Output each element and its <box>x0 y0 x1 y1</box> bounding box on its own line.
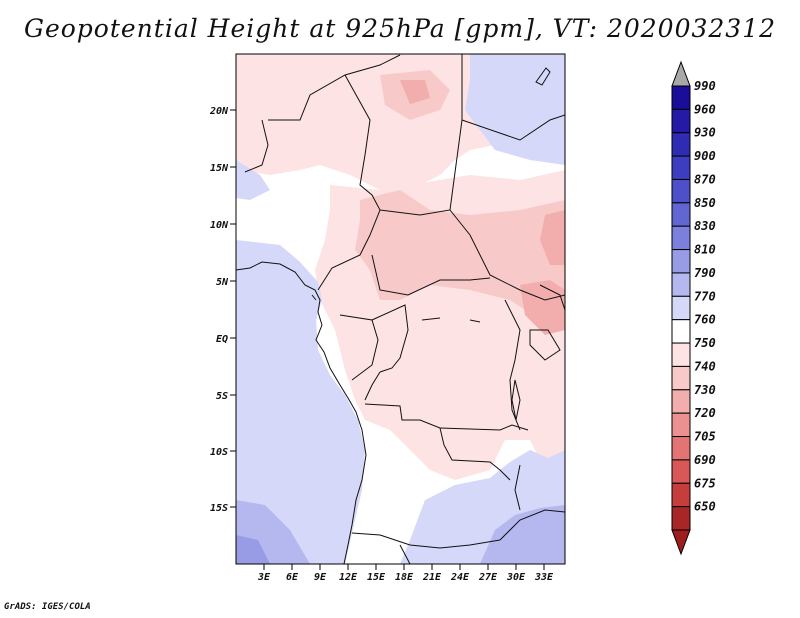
colorbar-label: 900 <box>694 149 716 163</box>
map-frame <box>235 53 566 565</box>
colorbar-label: 810 <box>694 243 716 257</box>
colorbar-label: 750 <box>694 336 716 350</box>
colorbar-swatch <box>671 412 691 438</box>
colorbar-label: 730 <box>694 383 716 397</box>
lat-label: 10S <box>210 447 228 458</box>
lon-label: 12E <box>339 572 358 583</box>
colorbar-swatch <box>671 202 691 227</box>
colorbar-swatch <box>671 506 691 531</box>
colorbar-label: 705 <box>694 430 716 444</box>
lat-label: 15S <box>210 503 228 514</box>
field-ocean-blue <box>236 240 365 564</box>
colorbar-swatch <box>671 272 691 297</box>
colorbar-label: 720 <box>694 406 716 420</box>
chart-title: Geopotential Height at 925hPa [gpm], VT:… <box>23 14 777 43</box>
field-se-blue2 <box>480 505 565 564</box>
lon-label: 30E <box>506 572 526 583</box>
colorbar-label: 960 <box>694 102 716 116</box>
field-pink-spot3 <box>400 80 430 104</box>
lon-label: 6E <box>286 572 299 583</box>
colorbar-swatch <box>671 319 691 344</box>
colorbar-swatch <box>671 482 691 508</box>
colorbar-swatch <box>671 85 691 110</box>
lat-tick-marks <box>230 109 236 508</box>
colorbar-swatch <box>671 389 691 414</box>
lon-label: 3E <box>257 572 271 583</box>
colorbar-label: 790 <box>694 266 716 280</box>
colorbar-top-arrow <box>671 60 691 87</box>
colorbar-swatch <box>671 155 691 180</box>
lat-label: 5S <box>216 391 228 402</box>
field-pink-spot <box>520 280 565 335</box>
lon-label: 27E <box>478 572 498 583</box>
colorbar: 990 960 930 900 870 850 830 810 790 770 760 750 740 7… <box>671 60 716 556</box>
colorbar-swatch <box>671 178 691 204</box>
lat-label: 15N <box>210 163 229 174</box>
colorbar-label: 830 <box>694 219 716 233</box>
boundaries <box>236 54 565 564</box>
colorbar-label: 770 <box>694 289 716 303</box>
lon-label: 33E <box>534 572 554 583</box>
colorbar-swatch <box>671 436 691 461</box>
lon-tick-marks <box>263 564 545 570</box>
lon-label: 24E <box>450 572 470 583</box>
colorbar-label: 930 <box>694 126 716 140</box>
lon-label: 15E <box>367 572 386 583</box>
colorbar-swatch <box>671 108 691 134</box>
colorbar-label: 650 <box>694 500 716 514</box>
field-ne-blue <box>465 54 565 165</box>
colorbar-label: 870 <box>694 172 716 186</box>
colorbar-label: 990 <box>694 79 716 93</box>
lon-label: 18E <box>395 572 414 583</box>
lat-label: 5N <box>216 277 229 288</box>
colorbar-label: 760 <box>694 313 716 327</box>
grads-credit: GrADS: IGES/COLA <box>4 602 91 612</box>
colorbar-label: 690 <box>694 453 716 467</box>
lon-label: 9E <box>314 572 327 583</box>
lon-label: 21E <box>422 572 442 583</box>
colorbar-label: 675 <box>694 476 716 490</box>
colorbar-swatch <box>671 225 691 251</box>
colorbar-swatch <box>671 459 691 484</box>
colorbar-swatch <box>671 132 691 157</box>
field-west-blue <box>236 160 270 200</box>
colorbar-swatch <box>671 249 691 274</box>
colorbar-swatch <box>671 365 691 391</box>
colorbar-swatch <box>671 342 691 367</box>
colorbar-swatch <box>671 295 691 321</box>
field-pink-spot2 <box>540 210 565 265</box>
colorbar-label: 740 <box>694 359 716 373</box>
lat-label: 20N <box>209 106 229 117</box>
colorbar-label: 850 <box>694 196 716 210</box>
colorbar-bottom-arrow <box>671 529 691 556</box>
field-sw-blue2 <box>236 535 270 564</box>
lat-label: 10N <box>210 220 229 231</box>
map-field <box>236 54 565 564</box>
lat-label: EQ <box>216 334 228 345</box>
